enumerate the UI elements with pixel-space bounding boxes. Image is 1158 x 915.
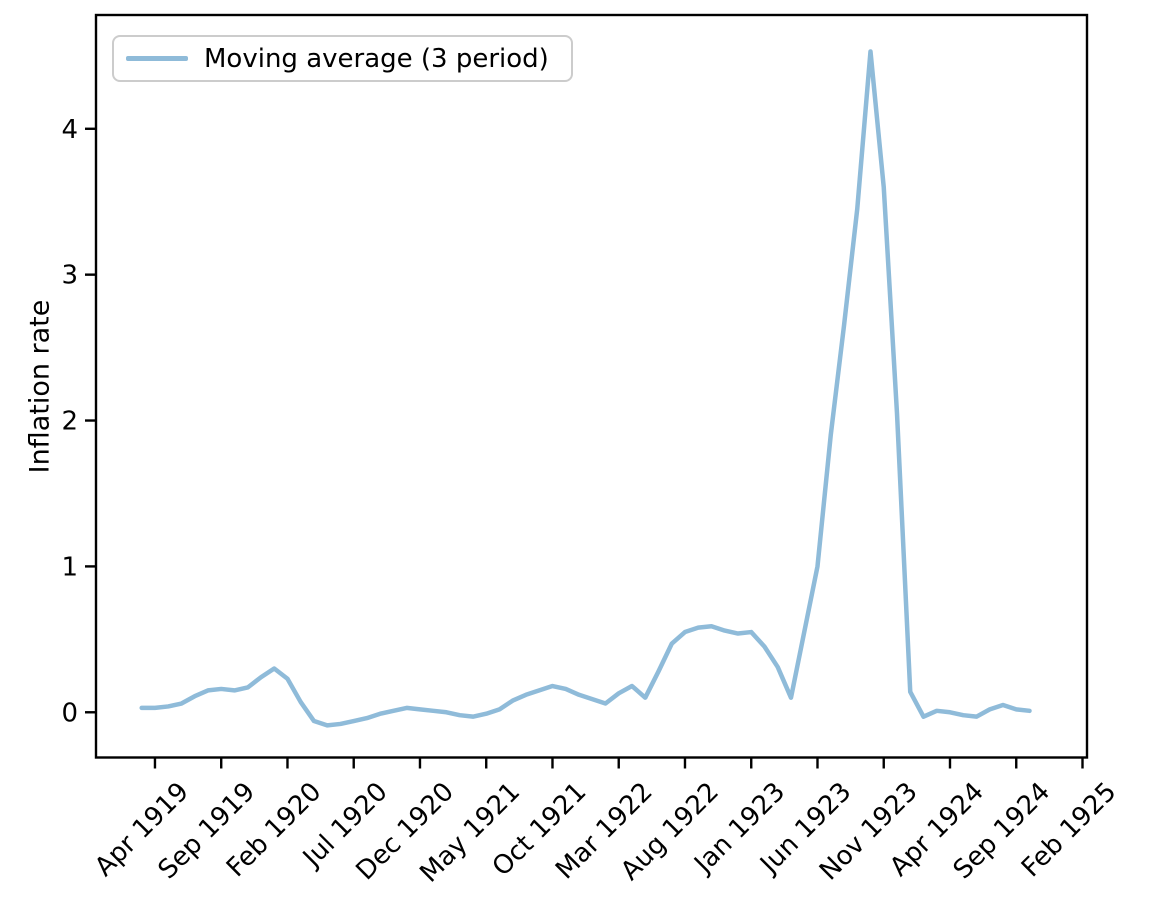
y-axis-tick-label: 3 xyxy=(61,261,78,291)
y-axis-tick-label: 0 xyxy=(61,698,78,728)
legend-label: Moving average (3 period) xyxy=(204,43,549,74)
legend-line-sample xyxy=(126,56,188,61)
y-axis-label: Inflation rate xyxy=(24,299,56,474)
plot-border xyxy=(94,13,1089,759)
y-axis-tick-label: 4 xyxy=(61,115,78,145)
y-axis-tick-label: 2 xyxy=(61,407,78,437)
moving-average-line xyxy=(139,49,1032,728)
y-axis-tick-label: 1 xyxy=(61,552,78,582)
legend: Moving average (3 period) xyxy=(112,35,573,82)
